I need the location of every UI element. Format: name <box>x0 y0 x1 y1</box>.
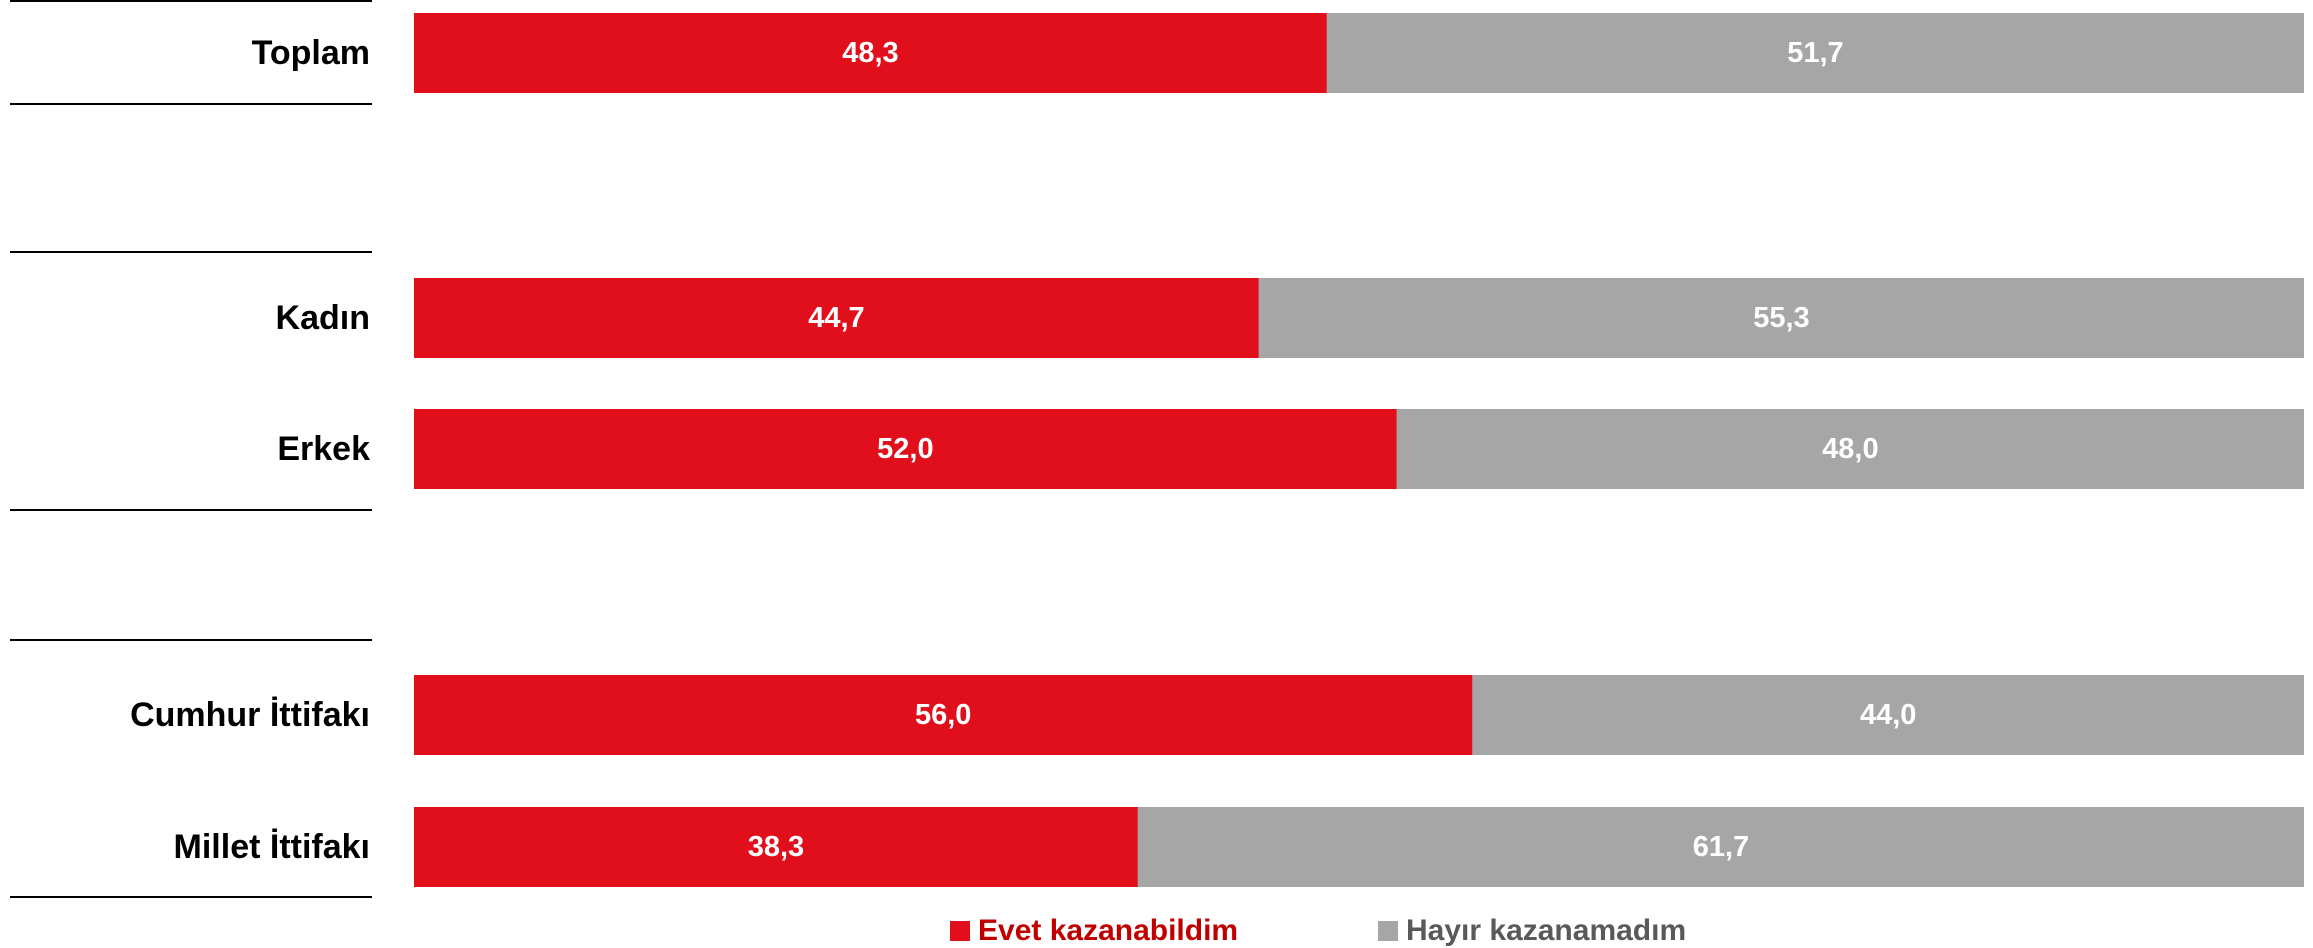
legend-item-hayir: Hayır kazanamadım <box>1378 914 1686 948</box>
data-label: 56,0 <box>915 699 971 731</box>
bar-segment-evet <box>414 13 1327 93</box>
data-label: 52,0 <box>877 433 933 465</box>
data-label: 44,7 <box>808 302 864 334</box>
category-labels: Toplam Kadın Erkek Cumhur İttifakı Millet İt… <box>130 34 370 866</box>
legend-swatch-evet <box>950 921 970 941</box>
category-label: Erkek <box>277 430 370 468</box>
bar-segments <box>414 13 2304 887</box>
bar-segment-hayir <box>1326 13 2304 93</box>
legend-label-hayir: Hayır kazanamadım <box>1406 914 1687 947</box>
data-label: 48,0 <box>1822 433 1878 465</box>
bar-segment-evet <box>414 409 1397 489</box>
data-label: 48,3 <box>842 37 898 69</box>
data-label: 44,0 <box>1860 699 1916 731</box>
bar-segment-evet <box>414 278 1259 358</box>
data-label: 38,3 <box>748 831 804 863</box>
bar-segment-hayir <box>1258 278 2304 358</box>
category-label: Cumhur İttifakı <box>130 696 370 734</box>
bar-segment-hayir <box>1396 409 2304 489</box>
category-label: Kadın <box>276 299 370 337</box>
group-separators <box>10 0 372 898</box>
value-labels: 48,3 51,7 44,7 55,3 52,0 48,0 56,0 44,0 38,3 61,7 <box>748 37 1917 863</box>
legend-label-evet: Evet kazanabildim <box>978 914 1239 947</box>
data-label: 61,7 <box>1693 831 1749 863</box>
bar-segment-evet <box>414 807 1138 887</box>
category-label: Millet İttifakı <box>174 828 370 866</box>
category-label: Toplam <box>252 34 370 72</box>
legend-swatch-hayir <box>1378 921 1398 941</box>
data-label: 55,3 <box>1753 302 1809 334</box>
legend-item-evet: Evet kazanabildim <box>950 914 1238 948</box>
bar-segment-evet <box>414 675 1473 755</box>
bar-segment-hayir <box>1472 675 2304 755</box>
data-label: 51,7 <box>1787 37 1843 69</box>
bar-segment-hayir <box>1137 807 2304 887</box>
